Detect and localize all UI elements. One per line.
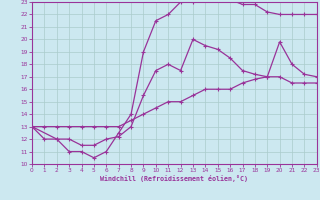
- X-axis label: Windchill (Refroidissement éolien,°C): Windchill (Refroidissement éolien,°C): [100, 175, 248, 182]
